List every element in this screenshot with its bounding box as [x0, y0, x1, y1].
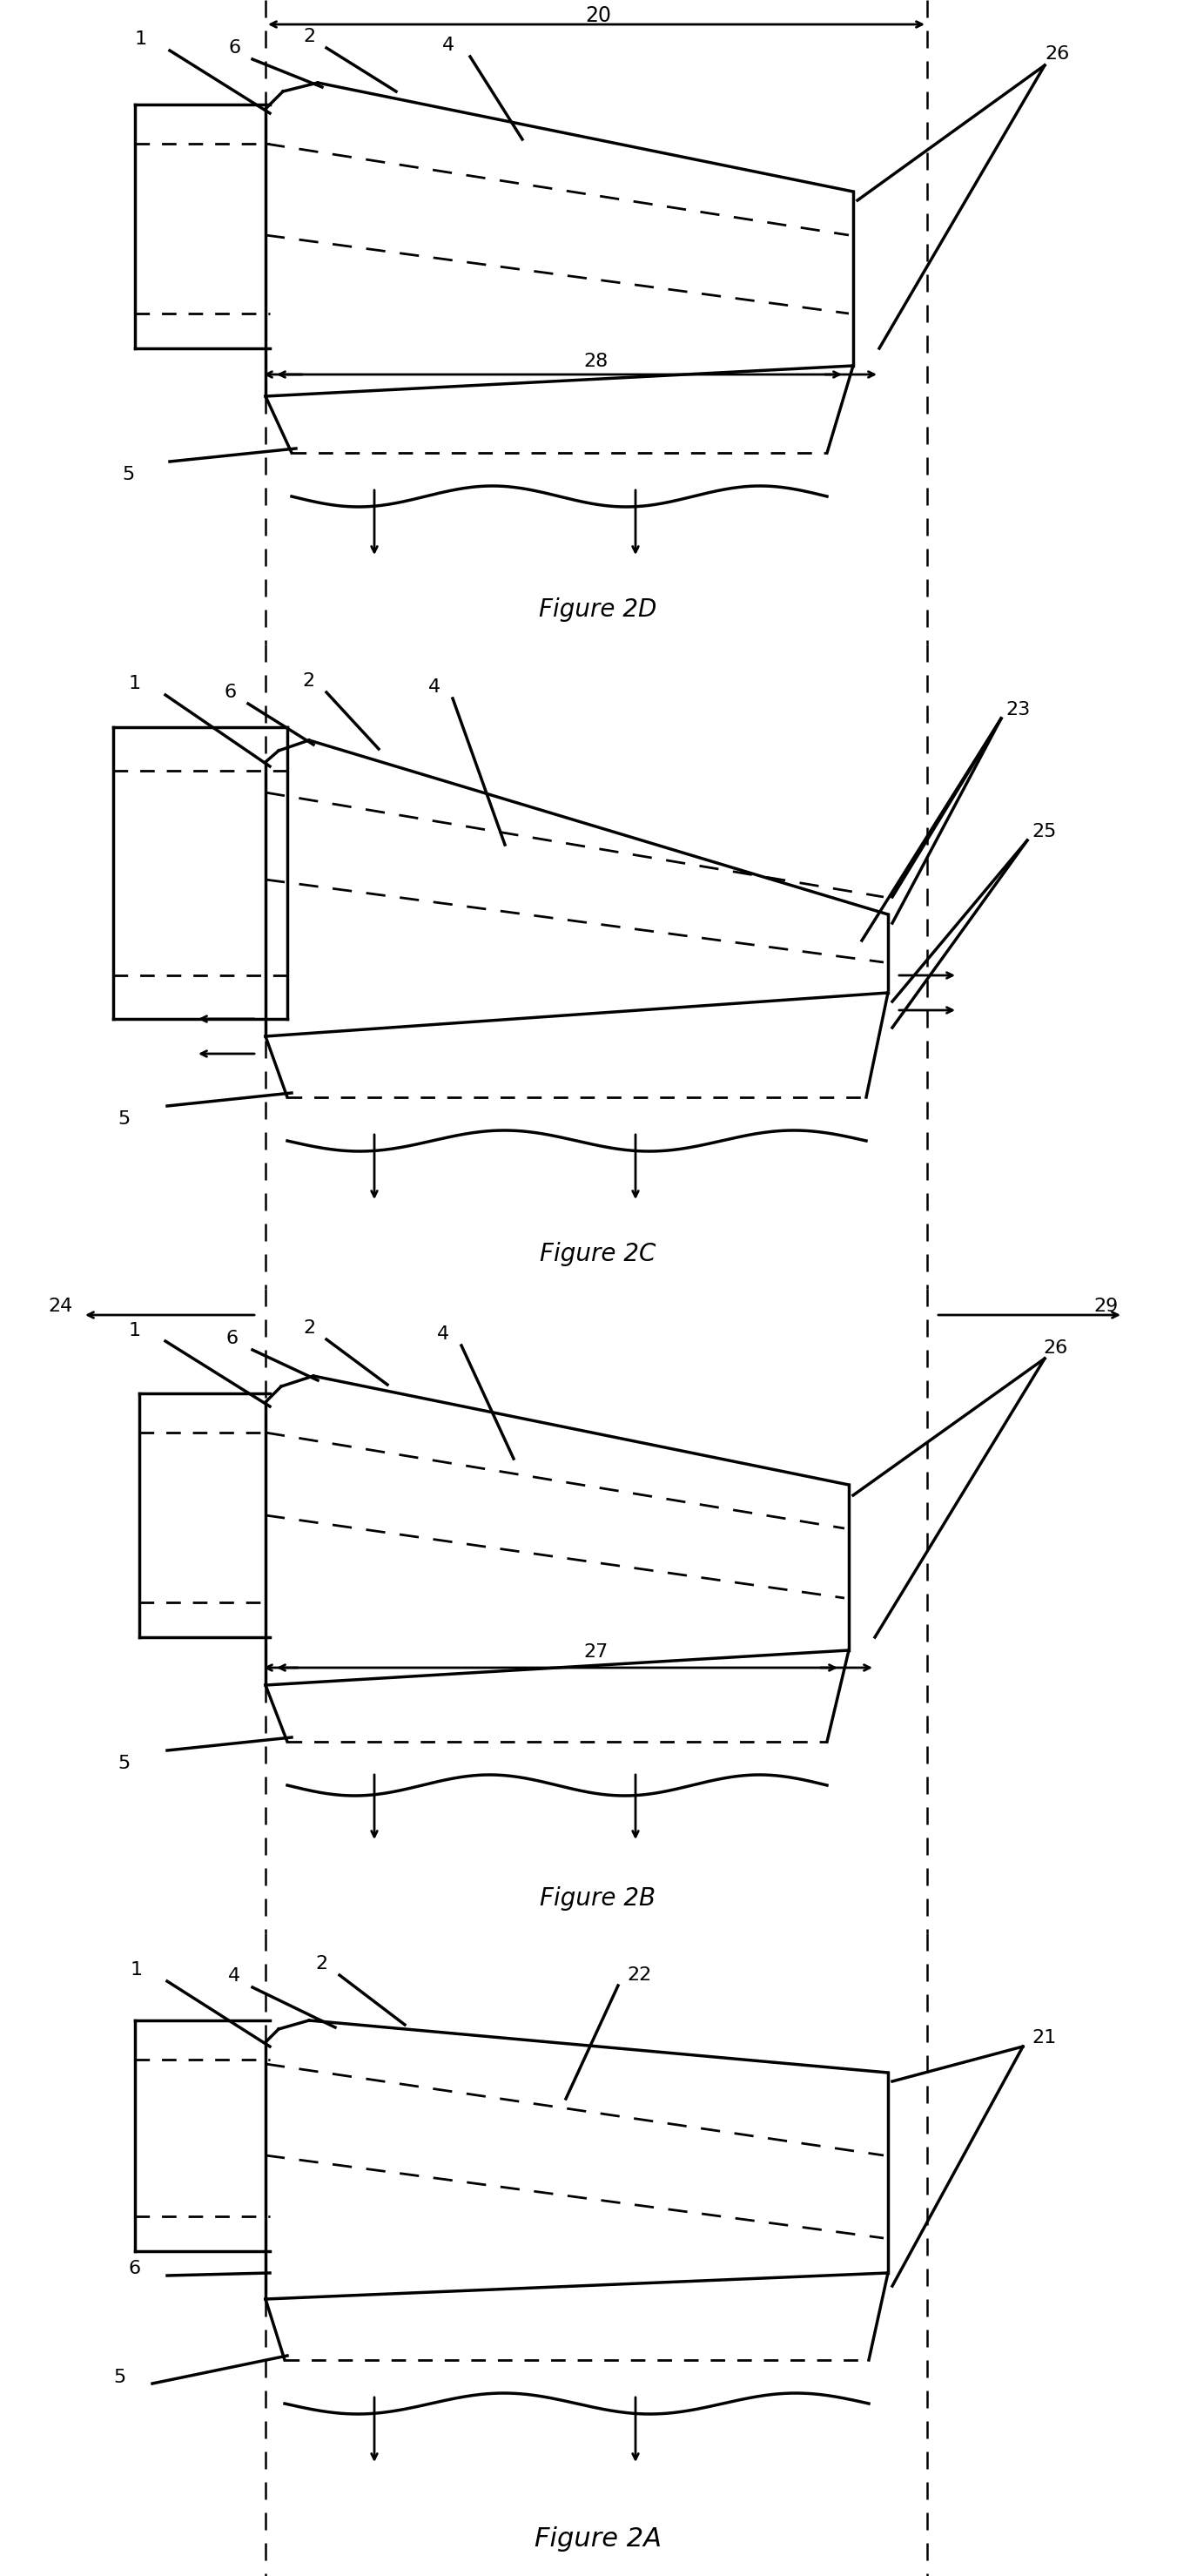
Text: 26: 26 [1043, 1340, 1068, 1358]
Text: 5: 5 [114, 2370, 126, 2385]
Text: 1: 1 [130, 1960, 142, 1978]
Text: 25: 25 [1032, 822, 1056, 840]
Text: 26: 26 [1045, 46, 1069, 62]
Text: 28: 28 [584, 353, 608, 371]
Text: 24: 24 [48, 1298, 73, 1314]
Text: 23: 23 [1005, 701, 1031, 719]
Text: Figure 2B: Figure 2B [540, 1886, 656, 1911]
Text: 21: 21 [1032, 2030, 1056, 2045]
Text: 5: 5 [122, 466, 134, 484]
Text: 4: 4 [437, 1327, 449, 1342]
Text: 2: 2 [303, 28, 315, 46]
Text: 20: 20 [585, 5, 612, 26]
Text: 5: 5 [117, 1754, 130, 1772]
Text: Figure 2C: Figure 2C [540, 1242, 656, 1267]
Text: 4: 4 [442, 36, 455, 54]
Text: 1: 1 [135, 31, 147, 49]
Text: 4: 4 [229, 1968, 241, 1984]
Text: 6: 6 [225, 683, 237, 701]
Text: 6: 6 [226, 1329, 238, 1347]
Text: Figure 2D: Figure 2D [539, 598, 657, 621]
Text: 6: 6 [129, 2259, 141, 2277]
Text: 27: 27 [584, 1643, 608, 1662]
Text: 4: 4 [429, 677, 440, 696]
Text: 2: 2 [315, 1955, 328, 1973]
Text: 6: 6 [229, 39, 242, 57]
Text: Figure 2A: Figure 2A [535, 2527, 662, 2550]
Text: 1: 1 [129, 1321, 141, 1340]
Text: 5: 5 [117, 1110, 130, 1128]
Text: 1: 1 [129, 675, 141, 693]
Text: 29: 29 [1094, 1298, 1119, 1314]
Text: 22: 22 [627, 1965, 651, 1984]
Text: 2: 2 [302, 672, 315, 690]
Text: 2: 2 [303, 1319, 315, 1337]
